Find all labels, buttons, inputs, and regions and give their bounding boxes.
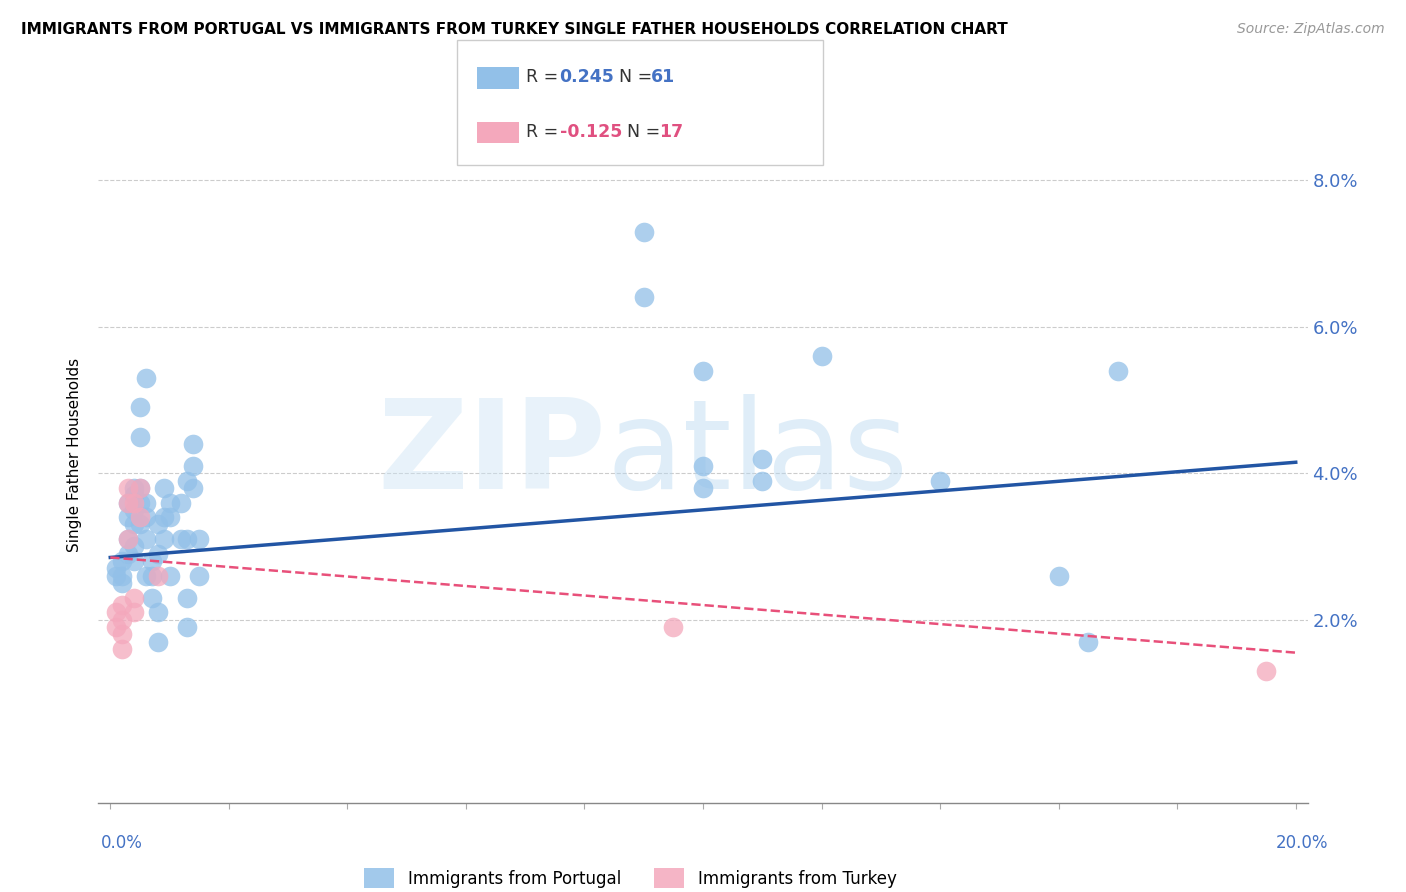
Point (692, 364, 714, 378)
Point (1077, 634, 1099, 648)
Point (135, 532, 157, 546)
Point (117, 532, 139, 546)
Point (1107, 364, 1129, 378)
Point (159, 510, 181, 524)
Point (122, 488, 145, 502)
Point (141, 554, 163, 568)
Point (111, 627, 134, 641)
Text: N =: N = (627, 122, 666, 141)
Point (152, 532, 174, 546)
Text: 17: 17 (659, 122, 683, 141)
Point (176, 620, 198, 634)
Point (176, 474, 198, 488)
Point (122, 554, 145, 568)
Point (117, 510, 139, 524)
Point (146, 634, 169, 648)
Point (181, 481, 204, 495)
Point (188, 568, 211, 582)
Point (105, 606, 128, 620)
Point (122, 503, 145, 517)
Point (170, 495, 193, 509)
Point (146, 517, 169, 532)
Point (111, 642, 134, 657)
Point (135, 495, 157, 509)
Point (751, 474, 773, 488)
Point (129, 481, 152, 495)
Point (152, 481, 174, 495)
Point (129, 481, 152, 495)
Text: IMMIGRANTS FROM PORTUGAL VS IMMIGRANTS FROM TURKEY SINGLE FATHER HOUSEHOLDS CORR: IMMIGRANTS FROM PORTUGAL VS IMMIGRANTS F… (21, 22, 1008, 37)
Point (146, 606, 169, 620)
Point (188, 532, 211, 546)
Point (633, 225, 655, 239)
Point (111, 598, 134, 612)
Text: 0.0%: 0.0% (101, 834, 143, 852)
Point (146, 568, 169, 582)
Point (152, 510, 174, 524)
Text: 20.0%: 20.0% (1277, 834, 1329, 852)
Legend: Immigrants from Portugal, Immigrants from Turkey: Immigrants from Portugal, Immigrants fro… (364, 868, 897, 888)
Point (692, 481, 714, 495)
Point (111, 554, 134, 568)
Y-axis label: Single Father Households: Single Father Households (67, 358, 83, 552)
Point (176, 591, 198, 605)
Point (117, 481, 139, 495)
Text: ZIP: ZIP (378, 394, 606, 516)
Point (122, 481, 145, 495)
Point (633, 290, 655, 304)
Point (135, 371, 157, 385)
Text: Source: ZipAtlas.com: Source: ZipAtlas.com (1237, 22, 1385, 37)
Point (129, 510, 152, 524)
Point (159, 568, 181, 582)
Point (105, 568, 128, 582)
Point (105, 620, 128, 634)
Text: 61: 61 (651, 68, 675, 86)
Point (810, 349, 832, 363)
Point (117, 532, 139, 546)
Point (129, 401, 152, 415)
Point (105, 561, 128, 575)
Point (159, 495, 181, 509)
Point (181, 458, 204, 473)
Point (117, 495, 139, 509)
Point (181, 437, 204, 451)
Point (141, 591, 163, 605)
Point (751, 451, 773, 466)
Point (111, 576, 134, 591)
Text: 0.245: 0.245 (560, 68, 614, 86)
Point (1254, 664, 1277, 678)
Text: R =: R = (526, 68, 564, 86)
Point (129, 495, 152, 509)
Text: -0.125: -0.125 (560, 122, 621, 141)
Text: atlas: atlas (606, 394, 908, 516)
Point (122, 606, 145, 620)
Point (662, 620, 685, 634)
Point (692, 458, 714, 473)
Point (135, 568, 157, 582)
Point (129, 429, 152, 443)
Point (141, 568, 163, 582)
Point (1047, 568, 1070, 582)
Point (135, 510, 157, 524)
Point (122, 517, 145, 532)
Point (117, 547, 139, 561)
Point (122, 591, 145, 605)
Point (146, 547, 169, 561)
Text: R =: R = (526, 122, 564, 141)
Point (122, 495, 145, 509)
Point (176, 532, 198, 546)
Point (170, 532, 193, 546)
Point (117, 495, 139, 509)
Point (111, 613, 134, 627)
Point (111, 568, 134, 582)
Text: N =: N = (619, 68, 658, 86)
Point (929, 474, 952, 488)
Point (129, 517, 152, 532)
Point (122, 540, 145, 554)
